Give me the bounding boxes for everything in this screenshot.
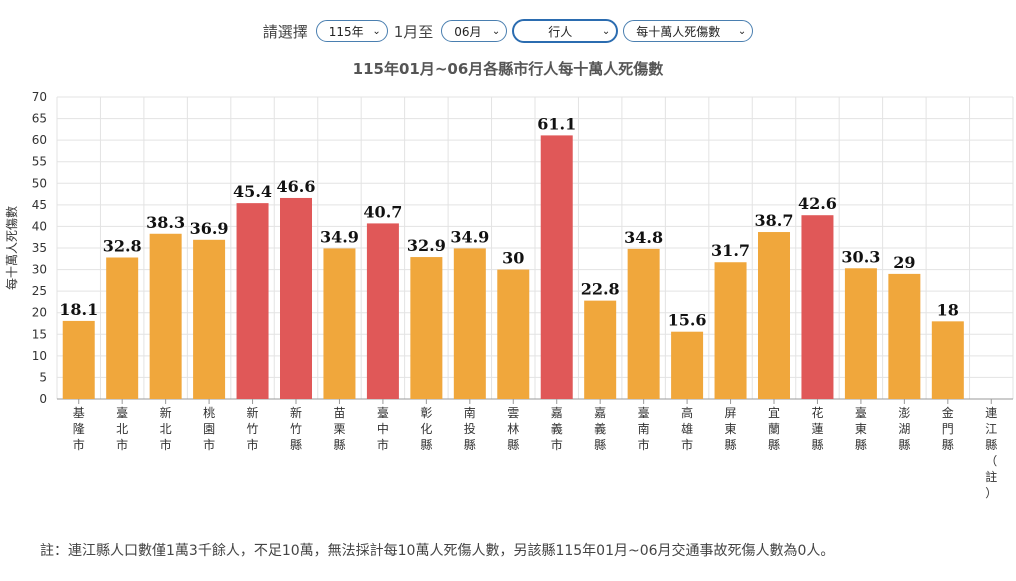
y-tick-label: 30 <box>32 263 47 277</box>
data-label: 38.7 <box>755 211 794 230</box>
bar <box>671 331 704 399</box>
y-tick-label: 35 <box>32 241 47 255</box>
data-label: 29 <box>893 253 915 272</box>
chevron-down-icon: ⌄ <box>601 25 611 37</box>
bar <box>627 248 660 399</box>
y-tick-label: 0 <box>39 392 47 406</box>
x-tick-label: 宜蘭縣 <box>768 405 780 452</box>
bar <box>106 257 139 399</box>
x-tick-label: 新竹市 <box>247 405 259 452</box>
metric-select[interactable]: 每十萬人死傷數 ⌄ <box>623 20 754 42</box>
data-label: 34.9 <box>320 227 359 246</box>
filter-bar: 請選擇 115年 ⌄ 1月至 06月 ⌄ 行人 ⌄ 每十萬人死傷數 ⌄ <box>0 16 1016 46</box>
footnote: 註：連江縣人口數僅1萬3千餘人，不足10萬，無法採計每10萬人死傷人數，另該縣1… <box>40 543 835 559</box>
x-tick-label: 苗栗縣 <box>333 406 345 452</box>
data-label: 18.1 <box>59 300 98 319</box>
y-tick-label: 70 <box>32 90 47 104</box>
bar <box>193 239 226 399</box>
bar <box>149 233 182 399</box>
data-label: 32.9 <box>407 236 446 255</box>
y-tick-label: 15 <box>32 327 47 341</box>
x-tick-label: 臺中市 <box>377 405 389 452</box>
x-tick-label: 嘉義縣 <box>594 406 606 452</box>
category-select[interactable]: 行人 ⌄ <box>513 20 618 42</box>
data-label: 45.4 <box>233 182 272 201</box>
chevron-down-icon: ⌄ <box>491 25 501 37</box>
bar <box>280 197 312 399</box>
chevron-down-icon: ⌄ <box>372 25 381 37</box>
x-tick-label: 新竹縣 <box>290 405 302 452</box>
data-label: 32.8 <box>103 236 142 255</box>
x-tick-label: 雲林縣 <box>507 406 519 452</box>
month-select-value: 06月 <box>454 24 482 39</box>
x-tick-label: 臺南市 <box>638 405 650 452</box>
bar <box>62 320 95 399</box>
data-label: 61.1 <box>537 114 576 133</box>
bar <box>584 300 617 399</box>
x-tick-label: 臺北市 <box>116 405 128 452</box>
bar <box>453 248 486 399</box>
data-label: 36.9 <box>190 219 229 238</box>
metric-select-value: 每十萬人死傷數 <box>636 24 721 39</box>
bar <box>366 223 399 399</box>
y-tick-label: 50 <box>32 176 47 190</box>
x-tick-label: 新北市 <box>160 405 172 452</box>
y-tick-label: 5 <box>39 370 47 384</box>
y-tick-label: 45 <box>32 198 47 212</box>
bar <box>844 268 877 399</box>
month-from-label: 1月至 <box>393 22 434 41</box>
data-label: 18 <box>937 300 959 319</box>
x-tick-label: 彰化縣 <box>420 405 432 452</box>
data-label: 38.3 <box>146 213 185 232</box>
y-tick-label: 25 <box>32 284 47 298</box>
data-label: 34.8 <box>624 228 663 247</box>
data-label: 15.6 <box>668 311 707 330</box>
bar <box>410 257 443 399</box>
y-tick-label: 60 <box>32 133 47 147</box>
x-tick-label: 南投縣 <box>464 405 476 452</box>
bar <box>540 135 573 399</box>
y-tick-label: 55 <box>32 155 47 169</box>
x-tick-label: 連江縣（註） <box>985 406 997 500</box>
bar <box>323 248 356 399</box>
data-label: 30 <box>502 249 524 268</box>
bar <box>497 269 530 399</box>
filter-prompt: 請選擇 <box>262 22 308 41</box>
y-tick-label: 10 <box>32 349 47 363</box>
y-tick-label: 20 <box>32 306 47 320</box>
year-select-value: 115年 <box>328 24 364 39</box>
y-tick-label: 65 <box>32 112 47 126</box>
chart-title: 115年01月~06月各縣市行人每十萬人死傷數 <box>352 60 664 78</box>
x-tick-label: 桃園市 <box>203 405 215 452</box>
data-label: 42.6 <box>798 194 837 213</box>
x-tick-label: 基隆市 <box>73 406 85 452</box>
x-tick-label: 澎湖縣 <box>898 406 910 452</box>
data-label: 34.9 <box>450 227 489 246</box>
bar <box>714 262 747 399</box>
month-select[interactable]: 06月 ⌄ <box>441 20 508 42</box>
x-tick-label: 高雄市 <box>681 405 693 452</box>
data-label: 31.7 <box>711 241 750 260</box>
bar <box>888 273 921 399</box>
data-label: 30.3 <box>841 247 880 266</box>
y-axis-title: 每十萬人死傷數 <box>4 206 19 290</box>
bar <box>931 321 964 399</box>
x-tick-label: 屏東縣 <box>725 406 737 452</box>
data-label: 40.7 <box>363 202 402 221</box>
year-select[interactable]: 115年 ⌄ <box>315 20 388 42</box>
x-tick-label: 嘉義市 <box>551 406 563 452</box>
x-tick-label: 金門縣 <box>942 405 954 452</box>
bar <box>236 203 269 399</box>
category-select-value: 行人 <box>548 24 573 39</box>
data-label: 22.8 <box>581 280 620 299</box>
y-tick-label: 40 <box>32 219 47 233</box>
bar <box>758 232 790 399</box>
bar <box>801 215 834 399</box>
data-label: 46.6 <box>277 177 316 196</box>
chevron-down-icon: ⌄ <box>737 25 747 37</box>
x-tick-label: 花蓮縣 <box>811 405 823 452</box>
x-tick-label: 臺東縣 <box>855 405 867 452</box>
